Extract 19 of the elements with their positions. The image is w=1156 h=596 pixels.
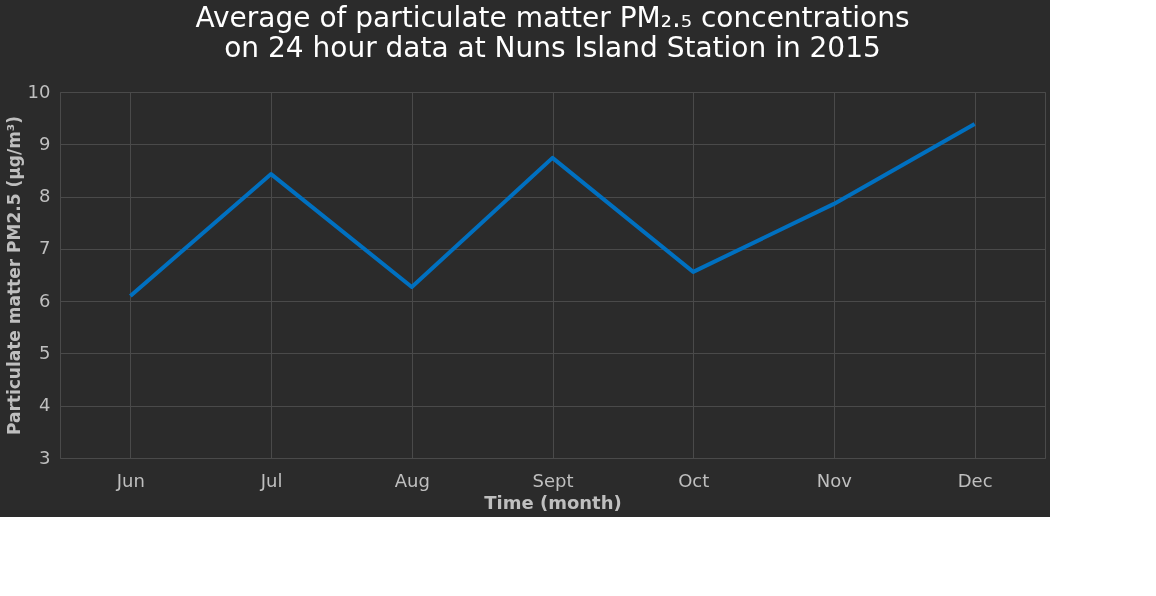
y-tick-label: 10 — [27, 80, 51, 102]
y-tick-label: 4 — [39, 394, 51, 416]
y-axis-title: Particulate matter PM2.5 (µg/m³) — [3, 115, 24, 436]
x-tick-label: Dec — [957, 469, 993, 491]
y-tick-label: 7 — [39, 237, 51, 259]
x-tick-label: Aug — [394, 469, 430, 491]
y-tick-label: 8 — [39, 185, 51, 207]
y-tick-label: 9 — [39, 132, 51, 154]
x-tick-label: Jun — [115, 469, 145, 491]
y-tick-label: 5 — [39, 341, 51, 363]
x-tick-label: Jul — [259, 469, 283, 491]
x-axis-title: Time (month) — [484, 491, 622, 513]
y-tick-label: 3 — [39, 446, 51, 468]
y-tick-label: 6 — [39, 289, 51, 311]
x-tick-label: Nov — [816, 469, 853, 491]
x-tick-label: Oct — [678, 469, 710, 491]
chart-title: Average of particulate matter PM₂.₅ concentrations on 24 hour data at Nuns Island Station in 2015 — [195, 1, 910, 64]
line-series — [128, 121, 977, 298]
x-tick-label: Sept — [532, 469, 574, 491]
